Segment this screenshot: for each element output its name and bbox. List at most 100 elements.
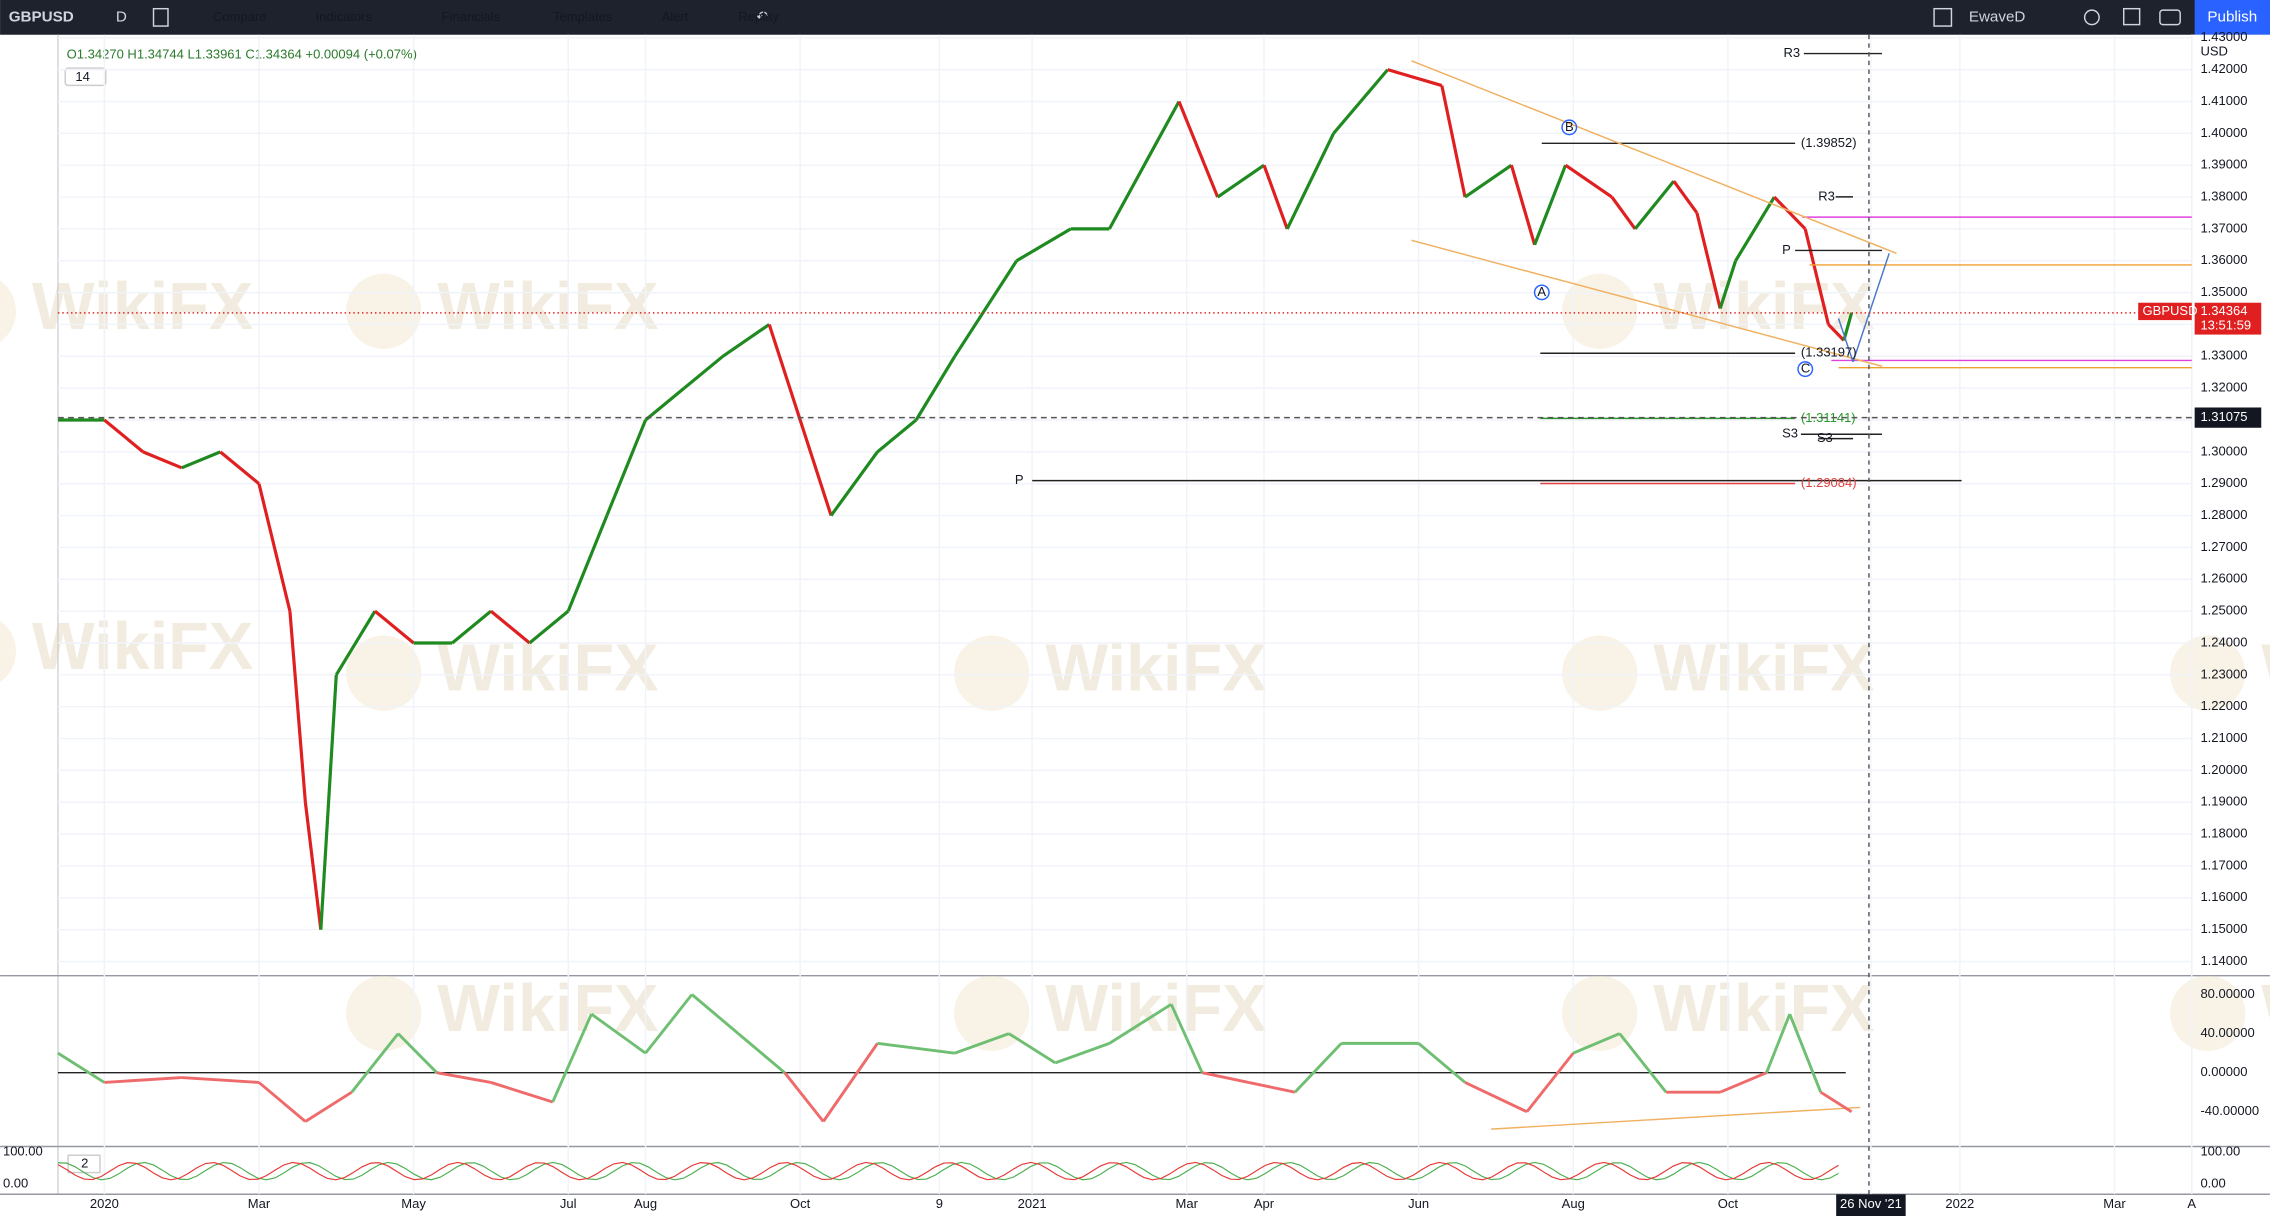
watermark-logo [346, 635, 422, 711]
price-segment [257, 483, 292, 612]
price-segment [829, 450, 879, 517]
oscillator-segment [737, 1032, 786, 1074]
length-value: 14 [75, 69, 89, 84]
x-tick-label: A [2187, 1196, 2196, 1211]
annotation: B [1565, 119, 1574, 134]
x-tick-label: Jul [560, 1196, 577, 1211]
annotation: R3 [1818, 188, 1835, 203]
chart-type-icon[interactable] [152, 7, 169, 27]
drawing-line [1837, 318, 1854, 363]
price-segment [683, 355, 724, 390]
y-tick-label: 1.17000 [2200, 857, 2247, 872]
watermark-logo [2170, 975, 2246, 1051]
price-segment [1827, 323, 1846, 342]
oscillator-segment [1788, 1013, 1823, 1093]
fullscreen-icon[interactable] [2123, 7, 2141, 26]
layout-icon[interactable] [1933, 7, 1953, 27]
y-tick-label: 1.29000 [2200, 475, 2247, 490]
y-tick-label: 1.23000 [2200, 666, 2247, 681]
toolbar-bg [0, 0, 2270, 35]
screenshot-icon[interactable] [2159, 9, 2181, 26]
watermark: WikiFX [1045, 632, 1266, 706]
toolbar-item[interactable]: Indicators [316, 9, 373, 24]
watermark-logo [1562, 635, 1638, 711]
annotation: (1.31141) [1801, 410, 1856, 425]
price-segment [1633, 180, 1676, 230]
publish-button[interactable] [2194, 0, 2270, 35]
annotation: (1.39852) [1801, 135, 1857, 150]
price-axis-bg [2191, 34, 2270, 1216]
y-tick-label: 1.22000 [2200, 698, 2247, 713]
price-segment [1734, 196, 1776, 262]
y-tick-label: 1.21000 [2200, 730, 2247, 745]
price-segment [103, 418, 145, 454]
settings-icon[interactable] [2083, 9, 2100, 26]
wave-label-ring [1533, 284, 1550, 301]
toolbar-item[interactable]: Compare [213, 9, 267, 24]
watermark-logo [1562, 975, 1638, 1051]
toolbar-item[interactable]: Financials [442, 9, 501, 24]
length-box[interactable] [64, 67, 107, 87]
annotation: P [1015, 472, 1024, 487]
price-segment [1216, 163, 1265, 199]
symbol[interactable]: GBPUSD [9, 8, 74, 25]
x-tick-label: Mar [1176, 1196, 1199, 1211]
watermark: WikiFX [2261, 632, 2270, 706]
y-tick-label: 1.33000 [2200, 348, 2247, 363]
oscillator-segment [1464, 1081, 1528, 1114]
y-tick-label: 1.18000 [2200, 826, 2247, 841]
countdown: 13:51:59 [2200, 317, 2251, 332]
y-tick-label: 1.35000 [2200, 284, 2247, 299]
crosshair-tag: 1.31075 [2200, 409, 2247, 424]
y-tick-label: 1.15000 [2200, 921, 2247, 936]
stoch-line [57, 1161, 1839, 1181]
price-segment [334, 610, 377, 676]
y-tick-label: 1.16000 [2200, 889, 2247, 904]
layout-name[interactable]: EwaveD [1969, 8, 2026, 25]
annotation: R3 [1784, 45, 1801, 60]
x-tick-label: Aug [1562, 1196, 1585, 1211]
price-segment [1695, 212, 1722, 309]
x-tick-label: 2021 [1018, 1196, 1047, 1211]
x-tick-label: Oct [1718, 1196, 1739, 1211]
price-segment [142, 450, 183, 470]
toolbar-item[interactable]: Alert [662, 9, 689, 24]
annotation: (1.33197) [1801, 345, 1857, 360]
y-tick-label-left: 100.00 [3, 1144, 43, 1159]
oscillator-segment [1054, 1042, 1110, 1065]
watermark: WikiFX [1653, 632, 1874, 706]
oscillator-segment [1248, 1081, 1296, 1094]
oscillator-segment [181, 1076, 260, 1084]
price-segment [219, 450, 260, 485]
toolbar-item[interactable]: Templates [553, 9, 613, 24]
oscillator-segment [350, 1032, 400, 1094]
y-tick-label: 80.00000 [2200, 986, 2254, 1001]
annotation: S3 [1817, 430, 1833, 445]
toolbar-item[interactable]: Replay [738, 9, 779, 24]
x-tick-label: Mar [248, 1196, 271, 1211]
oscillator-segment [690, 993, 740, 1035]
y-tick-label: 1.36000 [2200, 252, 2247, 267]
price-segment [1509, 164, 1537, 246]
publish-label[interactable]: Publish [2207, 8, 2257, 25]
y-tick-label: 1.30000 [2200, 443, 2247, 458]
price-segment [953, 259, 1018, 358]
oscillator-segment [490, 1081, 554, 1104]
oscillator-segment [551, 1013, 593, 1103]
annotation: (1.29084) [1801, 475, 1857, 490]
y-tick-label-left: 0.00 [3, 1176, 28, 1191]
y-tick-label: 1.32000 [2200, 380, 2247, 395]
watermark: WikiFX [32, 610, 253, 684]
undo[interactable]: ↶ [756, 8, 769, 25]
oscillator-segment [436, 1071, 492, 1084]
y-tick-label: 1.14000 [2200, 953, 2247, 968]
watermark-logo [346, 273, 422, 349]
price-segment [1285, 132, 1336, 230]
y-tick-label: 1.24000 [2200, 634, 2247, 649]
price-segment [1262, 164, 1289, 230]
interval[interactable]: D [116, 8, 127, 25]
watermark: WikiFX [1045, 972, 1266, 1046]
price-segment [528, 609, 570, 645]
